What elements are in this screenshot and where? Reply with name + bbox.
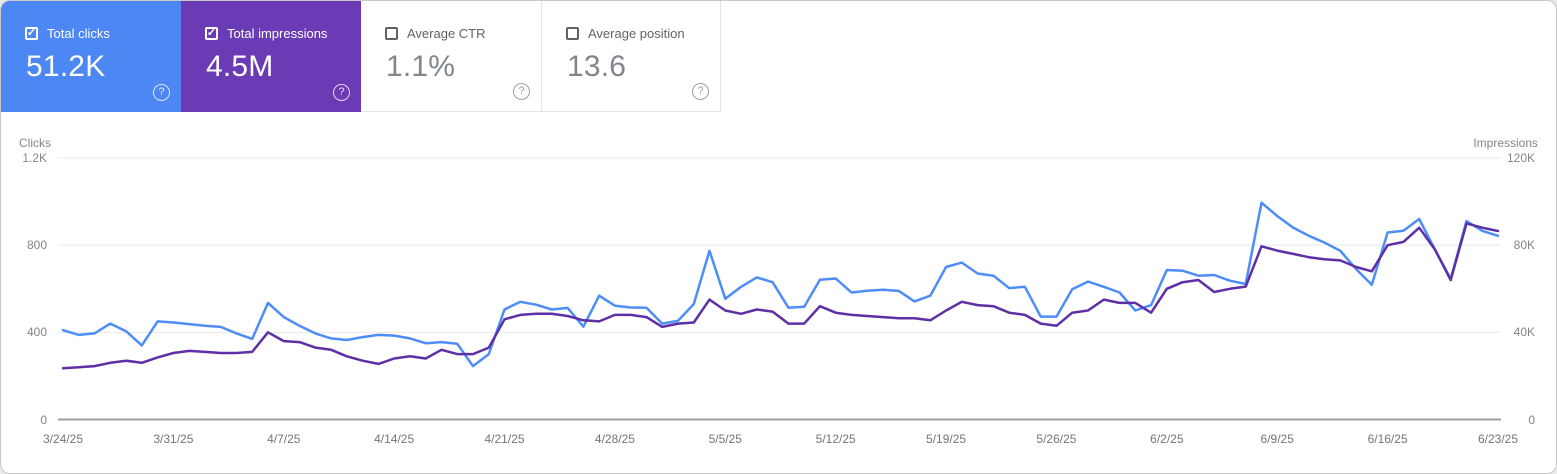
average-position-value: 13.6 bbox=[567, 50, 627, 83]
help-icon[interactable]: ? bbox=[333, 84, 350, 101]
average-ctr-value: 1.1% bbox=[386, 50, 456, 83]
card-label: Average position bbox=[588, 26, 685, 41]
metric-card-average-position[interactable]: Average position 13.6 ? bbox=[541, 1, 721, 112]
unchecked-checkbox-icon[interactable] bbox=[385, 27, 398, 40]
help-icon[interactable]: ? bbox=[153, 84, 170, 101]
checked-checkbox-icon[interactable]: ✓ bbox=[25, 27, 38, 40]
help-icon[interactable]: ? bbox=[513, 83, 530, 100]
checked-checkbox-icon[interactable]: ✓ bbox=[205, 27, 218, 40]
card-label: Total impressions bbox=[227, 26, 328, 41]
total-impressions-value: 4.5M bbox=[206, 50, 274, 83]
metric-cards-row: ✓ Total clicks 51.2K ? ✓ Total impressio… bbox=[1, 1, 721, 112]
help-icon[interactable]: ? bbox=[692, 83, 709, 100]
card-label: Total clicks bbox=[47, 26, 110, 41]
card-label: Average CTR bbox=[407, 26, 486, 41]
impressions-line bbox=[61, 222, 1500, 370]
unchecked-checkbox-icon[interactable] bbox=[566, 27, 579, 40]
metric-card-total-clicks[interactable]: ✓ Total clicks 51.2K ? bbox=[1, 1, 181, 112]
metric-card-total-impressions[interactable]: ✓ Total impressions 4.5M ? bbox=[181, 1, 361, 112]
metric-card-average-ctr[interactable]: Average CTR 1.1% ? bbox=[361, 1, 541, 112]
total-clicks-value: 51.2K bbox=[26, 50, 106, 83]
clicks-line bbox=[61, 201, 1500, 368]
